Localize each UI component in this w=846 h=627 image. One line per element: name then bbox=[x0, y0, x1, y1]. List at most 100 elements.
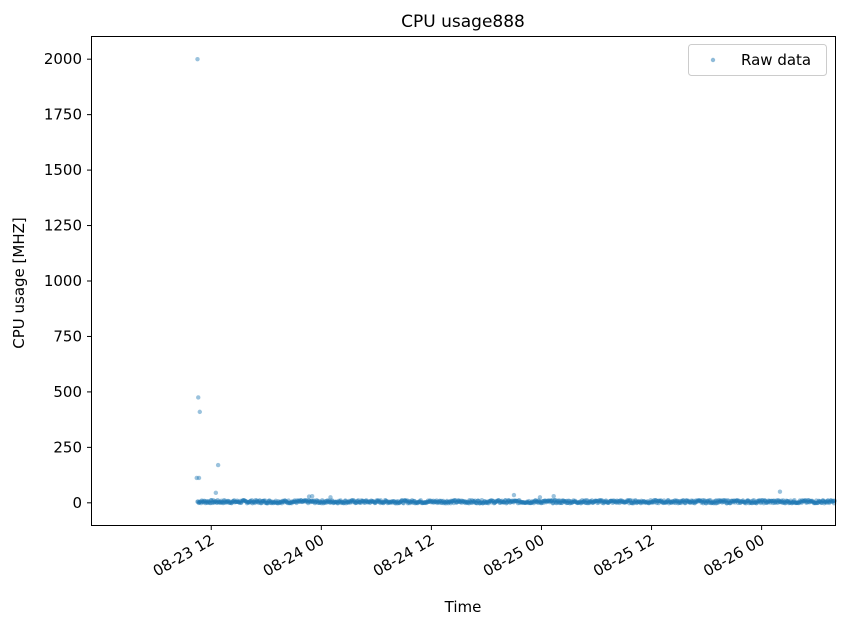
data-point bbox=[477, 501, 483, 506]
data-point bbox=[209, 500, 215, 506]
data-point bbox=[219, 499, 225, 505]
data-point bbox=[420, 500, 426, 506]
data-point bbox=[806, 498, 812, 503]
data-point bbox=[752, 500, 757, 505]
data-point bbox=[526, 498, 532, 504]
data-point bbox=[705, 499, 711, 504]
data-point bbox=[272, 500, 278, 505]
data-point bbox=[820, 498, 825, 504]
data-point bbox=[210, 499, 215, 505]
data-point bbox=[344, 499, 349, 504]
data-point bbox=[746, 500, 752, 506]
data-point bbox=[669, 499, 675, 504]
data-point bbox=[623, 499, 628, 504]
data-point bbox=[830, 499, 835, 504]
data-point bbox=[335, 500, 340, 506]
data-point bbox=[464, 499, 469, 505]
data-point bbox=[805, 498, 810, 503]
data-point bbox=[540, 499, 546, 504]
data-point bbox=[636, 499, 642, 504]
data-point bbox=[392, 500, 398, 506]
data-point bbox=[461, 499, 466, 504]
data-point bbox=[675, 499, 680, 504]
data-point bbox=[196, 500, 201, 506]
data-point bbox=[537, 495, 543, 500]
data-point bbox=[642, 500, 648, 505]
data-point bbox=[292, 498, 297, 503]
data-point bbox=[373, 500, 378, 506]
data-point bbox=[398, 499, 403, 505]
data-point bbox=[778, 499, 783, 504]
data-point bbox=[357, 499, 362, 505]
data-point bbox=[525, 500, 530, 505]
data-point bbox=[560, 498, 565, 503]
data-point bbox=[477, 501, 482, 506]
data-point bbox=[446, 500, 451, 506]
data-point bbox=[359, 498, 364, 503]
data-point bbox=[562, 499, 567, 504]
data-point bbox=[217, 499, 222, 504]
data-point bbox=[481, 500, 486, 505]
data-point bbox=[535, 499, 540, 504]
data-point bbox=[502, 500, 507, 505]
data-point bbox=[639, 498, 644, 504]
data-point bbox=[730, 498, 735, 504]
data-point bbox=[566, 498, 571, 503]
data-point bbox=[370, 499, 375, 504]
data-point bbox=[587, 499, 593, 504]
data-point bbox=[686, 498, 691, 504]
data-point bbox=[367, 499, 372, 504]
data-point bbox=[376, 498, 382, 503]
data-point bbox=[425, 500, 430, 505]
data-point bbox=[646, 500, 651, 506]
data-point bbox=[247, 499, 252, 505]
data-point bbox=[628, 500, 634, 505]
data-point bbox=[648, 498, 653, 503]
data-point bbox=[710, 500, 715, 505]
data-point bbox=[710, 499, 716, 504]
data-point bbox=[381, 499, 387, 505]
data-point bbox=[197, 499, 203, 505]
data-point bbox=[241, 498, 246, 503]
data-point bbox=[233, 499, 239, 504]
data-point bbox=[623, 499, 629, 505]
data-point bbox=[599, 498, 604, 503]
data-point bbox=[510, 498, 515, 503]
data-point bbox=[625, 498, 630, 503]
data-point bbox=[542, 498, 547, 504]
data-point bbox=[365, 500, 370, 505]
data-point bbox=[556, 498, 561, 504]
data-point bbox=[740, 499, 745, 504]
data-point bbox=[721, 497, 726, 503]
data-point bbox=[334, 500, 340, 505]
data-point bbox=[608, 498, 613, 504]
data-point bbox=[589, 498, 595, 503]
data-point bbox=[469, 500, 474, 505]
data-point bbox=[573, 499, 579, 505]
data-point bbox=[752, 500, 758, 505]
data-point bbox=[247, 498, 253, 504]
data-point bbox=[826, 499, 831, 504]
data-point bbox=[307, 499, 312, 504]
data-point bbox=[650, 499, 655, 504]
data-point bbox=[394, 499, 399, 504]
data-point bbox=[455, 499, 460, 505]
data-point bbox=[724, 500, 730, 506]
data-point bbox=[431, 500, 437, 505]
data-point bbox=[621, 500, 626, 505]
data-point bbox=[698, 498, 703, 504]
data-point bbox=[529, 499, 535, 504]
data-point bbox=[259, 500, 264, 505]
data-point bbox=[446, 499, 452, 504]
x-tick-label: 08-25 00 bbox=[480, 531, 547, 580]
data-point bbox=[523, 500, 528, 506]
data-point bbox=[683, 498, 689, 503]
data-point bbox=[356, 500, 362, 505]
data-point bbox=[423, 500, 429, 506]
data-point bbox=[614, 500, 619, 505]
data-point bbox=[797, 498, 803, 503]
data-point bbox=[772, 500, 777, 506]
data-point bbox=[493, 499, 499, 504]
data-point bbox=[215, 498, 220, 503]
data-point bbox=[274, 500, 280, 505]
